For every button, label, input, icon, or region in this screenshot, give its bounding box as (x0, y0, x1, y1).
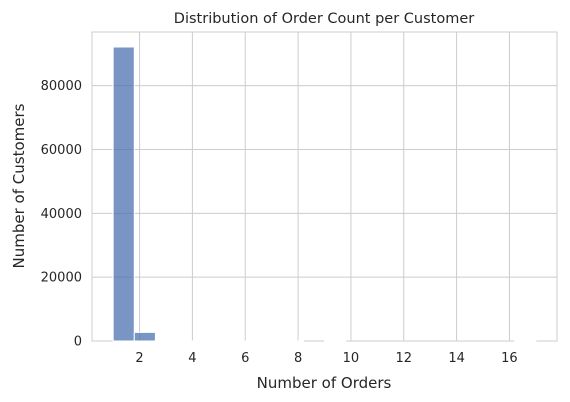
plot-area (92, 32, 557, 341)
x-tick-label: 16 (501, 351, 518, 366)
x-tick-label: 6 (241, 351, 249, 366)
y-tick-label: 20000 (41, 271, 82, 286)
x-axis-label: Number of Orders (257, 374, 392, 392)
bars (112, 46, 537, 342)
y-tick-label: 80000 (41, 79, 82, 94)
x-ticks: 2 4 6 8 10 12 14 16 (135, 351, 517, 366)
chart-title: Distribution of Order Count per Customer (174, 11, 474, 27)
histogram-bar (112, 46, 135, 342)
y-tick-label: 60000 (41, 143, 82, 158)
y-tick-label: 40000 (41, 207, 82, 222)
histogram-bar (133, 331, 156, 342)
x-tick-label: 10 (343, 351, 360, 366)
x-tick-label: 12 (395, 351, 412, 366)
x-tick-label: 4 (188, 351, 196, 366)
x-tick-label: 8 (294, 351, 302, 366)
y-axis-label: Number of Customers (10, 103, 28, 268)
x-tick-label: 14 (448, 351, 465, 366)
y-tick-label: 0 (74, 335, 82, 350)
histogram-bar (154, 339, 178, 342)
y-ticks: 0 20000 40000 60000 80000 (41, 79, 82, 349)
grid (91, 31, 558, 342)
x-tick-label: 2 (135, 351, 143, 366)
